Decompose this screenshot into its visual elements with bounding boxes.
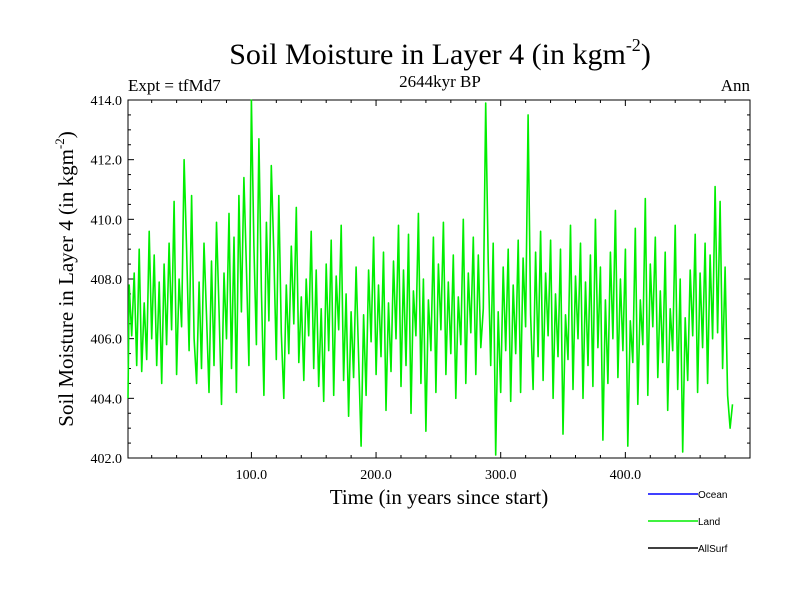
- y-tick-label: 406.0: [91, 333, 123, 348]
- chart-title: Soil Moisture in Layer 4 (in kgm-2): [229, 35, 651, 71]
- experiment-label: Expt = tfMd7: [128, 76, 221, 95]
- chart-title-main: Soil Moisture in Layer 4 (in kgm: [229, 38, 626, 71]
- legend-label-ocean: Ocean: [698, 490, 727, 501]
- y-axis-label-superscript: -2: [52, 138, 67, 149]
- x-tick-label: 300.0: [485, 468, 517, 483]
- x-axis: 100.0 200.0 300.0 400.0: [151, 100, 726, 483]
- chart-title-close: ): [641, 38, 651, 71]
- y-tick-label: 410.0: [91, 213, 123, 228]
- x-axis-label: Time (in years since start): [330, 485, 549, 509]
- x-tick-label: 200.0: [360, 468, 392, 483]
- legend-label-allsurf: AllSurf: [698, 544, 728, 555]
- y-axis-label-main: Soil Moisture in Layer 4 (in kgm: [54, 149, 78, 427]
- y-tick-label: 404.0: [91, 392, 123, 407]
- series-line-land: [127, 99, 734, 456]
- y-axis: 402.0 404.0 406.0 408.0 410.0 412.0 414.0: [91, 94, 750, 467]
- y-axis-label-close: ): [54, 131, 78, 138]
- legend: Ocean Land AllSurf: [648, 490, 728, 555]
- x-tick-label: 100.0: [236, 468, 268, 483]
- y-tick-label: 408.0: [91, 273, 123, 288]
- x-tick-label: 400.0: [610, 468, 642, 483]
- y-tick-label: 414.0: [91, 94, 123, 109]
- season-label: Ann: [721, 76, 751, 95]
- chart-subtitle: 2644kyr BP: [399, 72, 481, 91]
- y-tick-label: 402.0: [91, 452, 123, 467]
- y-axis-label: Soil Moisture in Layer 4 (in kgm-2): [52, 131, 78, 426]
- legend-label-land: Land: [698, 517, 720, 528]
- y-tick-label: 412.0: [91, 154, 123, 169]
- chart-title-superscript: -2: [626, 35, 641, 55]
